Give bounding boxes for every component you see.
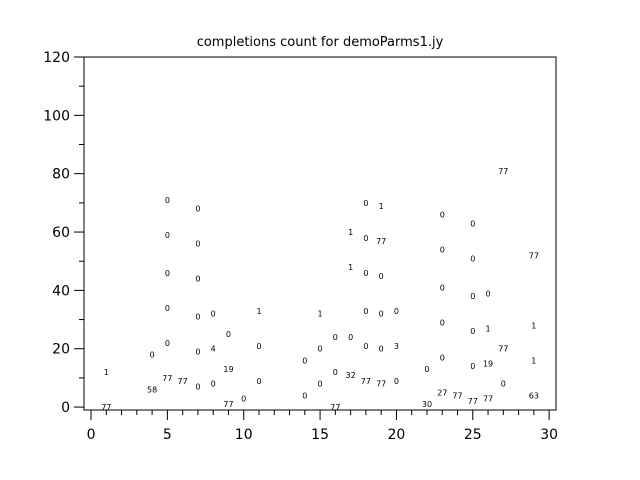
point-label: 1 (348, 228, 353, 237)
point-label: 0 (165, 269, 170, 278)
point-label: 0 (165, 231, 170, 240)
point-label: 27 (437, 388, 447, 397)
x-tick-label: 15 (311, 427, 329, 443)
point-label: 77 (101, 403, 111, 412)
point-label: 0 (363, 269, 368, 278)
x-tick-label: 20 (388, 427, 406, 443)
point-label: 0 (440, 318, 445, 327)
point-label: 0 (486, 289, 491, 298)
point-label: 0 (302, 356, 307, 365)
point-label: 0 (256, 377, 261, 386)
point-label: 0 (470, 219, 475, 228)
point-label: 0 (165, 339, 170, 348)
point-label: 0 (195, 275, 200, 284)
point-label: 0 (363, 199, 368, 208)
point-label: 0 (318, 380, 323, 389)
point-label: 0 (470, 327, 475, 336)
point-label: 0 (379, 310, 384, 319)
point-label: 0 (363, 307, 368, 316)
y-tick-label: 100 (43, 108, 70, 124)
point-label: 77 (162, 374, 172, 383)
y-tick-label: 60 (52, 225, 70, 241)
point-label: 0 (195, 240, 200, 249)
point-label: 77 (361, 377, 371, 386)
point-label: 0 (394, 377, 399, 386)
point-label: 0 (379, 272, 384, 281)
point-label: 3 (394, 342, 399, 351)
chart-title: completions count for demoParms1.jy (197, 35, 444, 50)
point-label: 0 (211, 380, 216, 389)
plot-frame (83, 56, 557, 411)
point-label: 77 (498, 345, 508, 354)
point-label: 0 (318, 345, 323, 354)
point-label: 0 (333, 333, 338, 342)
point-label: 0 (470, 254, 475, 263)
point-label: 0 (195, 205, 200, 214)
point-label: 30 (422, 400, 432, 409)
point-label: 77 (376, 237, 386, 246)
point-label: 77 (330, 403, 340, 412)
point-label: 0 (241, 394, 246, 403)
point-label: 0 (333, 368, 338, 377)
point-label: 77 (376, 380, 386, 389)
point-label: 1 (531, 356, 536, 365)
point-label: 0 (470, 362, 475, 371)
point-label: 19 (223, 365, 233, 374)
point-label: 77 (468, 397, 478, 406)
point-label: 58 (147, 386, 157, 395)
point-label: 0 (150, 351, 155, 360)
point-label: 0 (440, 246, 445, 255)
point-label: 1 (104, 368, 109, 377)
x-tick-label: 30 (540, 427, 558, 443)
point-label: 0 (226, 330, 231, 339)
point-label: 4 (211, 345, 216, 354)
y-tick-label: 120 (43, 50, 70, 66)
point-label: 0 (440, 353, 445, 362)
point-label: 77 (178, 377, 188, 386)
point-label: 1 (318, 310, 323, 319)
point-label: 0 (302, 391, 307, 400)
point-label: 0 (363, 342, 368, 351)
point-label: 0 (424, 365, 429, 374)
point-label: 77 (223, 400, 233, 409)
y-tick-label: 20 (52, 342, 70, 358)
point-label: 0 (440, 211, 445, 220)
x-tick-label: 25 (464, 427, 482, 443)
point-label: 0 (256, 342, 261, 351)
point-label: 1 (256, 307, 261, 316)
x-tick-label: 10 (235, 427, 253, 443)
point-label: 0 (394, 307, 399, 316)
y-tick-label: 0 (61, 400, 70, 416)
point-label: 19 (483, 359, 493, 368)
point-label: 0 (363, 234, 368, 243)
point-label: 32 (346, 371, 356, 380)
point-label: 1 (531, 321, 536, 330)
data-labels: 1 77 0 58 0 0 0 0 0 77 77 0 0 0 0 0 0 0 4 0 0 19 77 0 1 0 0 0 0 1 0 0 0 0… (101, 167, 539, 412)
point-label: 77 (529, 251, 539, 260)
point-label: 1 (379, 202, 384, 211)
point-label: 0 (501, 380, 506, 389)
point-label: 77 (452, 391, 462, 400)
point-label: 0 (195, 348, 200, 357)
point-label: 77 (498, 167, 508, 176)
x-tick-label: 5 (163, 427, 172, 443)
point-label: 0 (440, 283, 445, 292)
y-tick-label: 40 (52, 283, 70, 299)
point-label: 1 (486, 324, 491, 333)
point-label: 0 (379, 345, 384, 354)
point-label: 0 (211, 310, 216, 319)
point-label: 0 (348, 333, 353, 342)
x-tick-label: 0 (87, 427, 96, 443)
point-label: 0 (195, 383, 200, 392)
y-tick-label: 80 (52, 167, 70, 183)
point-label: 0 (165, 196, 170, 205)
point-label: 0 (165, 304, 170, 313)
point-label: 63 (529, 391, 539, 400)
point-label: 0 (470, 292, 475, 301)
point-label: 1 (348, 263, 353, 272)
point-label: 77 (483, 394, 493, 403)
point-label: 0 (195, 313, 200, 322)
